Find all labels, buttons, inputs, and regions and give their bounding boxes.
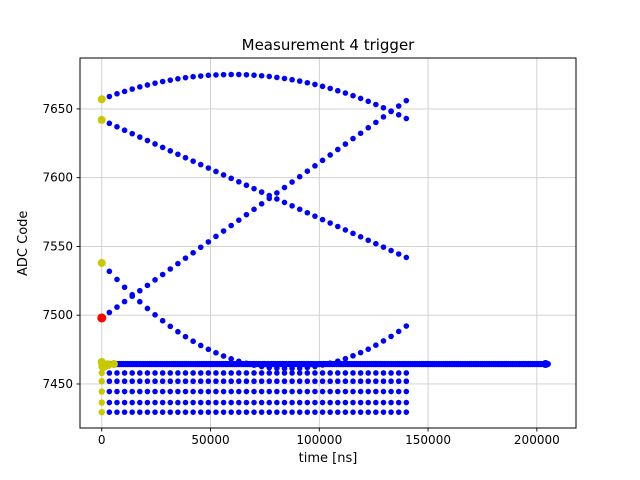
x-tick-label: 100000 [296,433,342,447]
chart-title: Measurement 4 trigger [241,36,415,54]
start-marker-7429 [98,408,105,416]
row-row-7458 [98,370,410,376]
row-row-7452 [98,378,410,385]
axes-spines [79,57,577,429]
row-row-7437 [98,399,410,406]
y-tick-label: 7600 [42,171,73,185]
start-marker-7657 [97,95,106,104]
x-tick-label: 150000 [405,433,451,447]
x-axis-label: time [ns] [298,451,358,466]
start-marker-7444 [98,388,105,395]
y-tick-label: 7500 [42,308,73,322]
trigger-point [97,313,107,323]
start-marker-7458 [98,369,105,377]
x-tick-label: 50000 [191,433,229,447]
y-tick-label: 7650 [42,102,73,116]
series-rising-diagonal [98,97,410,321]
series-valley-curve [98,260,410,372]
start-marker-7436 [98,399,105,406]
row-row-7444 [98,388,410,395]
start-marker-7538 [97,258,106,267]
row-row-7430 [98,409,410,415]
tick-marks [76,108,538,432]
y-tick-label: 7450 [42,377,73,391]
start-marker-7452 [98,378,105,385]
start-marker-7464a [103,360,113,370]
y-tick-label: 7550 [42,239,73,253]
start-marker-7642 [97,115,106,124]
band-end-blob [541,360,550,369]
series-upper-arc [98,71,410,122]
series-falling-diagonal [98,117,410,261]
x-tick-label: 200000 [514,433,560,447]
x-tick-label: 0 [98,433,106,447]
start-marker-7464b [109,360,118,369]
